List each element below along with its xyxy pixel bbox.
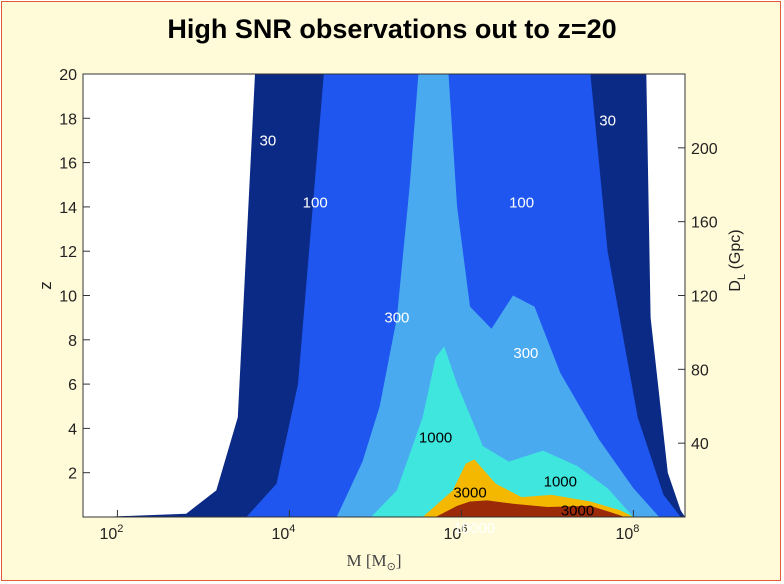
- y-tick-label: 4: [68, 421, 77, 438]
- contour-region-1000: [371, 346, 634, 517]
- contour-label: 300: [384, 310, 409, 327]
- contour-region-300: [336, 74, 660, 517]
- slide-title: High SNR observations out to z=20: [167, 14, 617, 44]
- y-tick-label: 2: [68, 466, 77, 483]
- contour-label: 1000: [544, 474, 577, 491]
- x-tick-label: 102: [99, 523, 123, 543]
- contour-label: 3000: [453, 485, 486, 502]
- y-tick-label: 8: [68, 333, 77, 350]
- y-tick-label: 20: [59, 67, 77, 84]
- contour-region-10000: [435, 500, 625, 517]
- x-tick-label: 104: [271, 523, 295, 543]
- y-tick-label: 18: [59, 111, 77, 128]
- y2-tick-label: 200: [691, 141, 718, 158]
- contour-labels: 30 30 100 100 300 300 1000 1000 3000 3000 10000: [260, 113, 616, 538]
- contour-label: 1000: [419, 429, 452, 446]
- y-axis-label: z: [36, 281, 55, 290]
- contour-label: 30: [260, 132, 277, 149]
- y2-tick-label: 160: [691, 215, 718, 232]
- contour-label: 100: [303, 194, 328, 211]
- x-axis-label: M [M⊙]: [346, 551, 401, 573]
- contour-label: 300: [513, 345, 538, 362]
- y2-tick-label: 80: [691, 362, 709, 379]
- contour-label: 30: [599, 113, 616, 130]
- y2-tick-label: 40: [691, 436, 709, 453]
- y-tick-label: 16: [59, 156, 77, 173]
- contour-label: 10000: [453, 520, 495, 537]
- x-tick-label: 108: [615, 523, 639, 543]
- contour-regions: [100, 74, 685, 517]
- y-tick-label: 10: [59, 289, 77, 306]
- y-tick-label: 6: [68, 377, 77, 394]
- contour-label: 3000: [561, 502, 594, 519]
- y-tick-label: 12: [59, 244, 77, 261]
- y2-tick-label: 120: [691, 289, 718, 306]
- contour-label: 100: [509, 194, 534, 211]
- y-tick-label: 14: [59, 200, 77, 217]
- x-tick-label: 106: [443, 523, 467, 543]
- y2-axis-label: DL (Gpc): [727, 229, 748, 291]
